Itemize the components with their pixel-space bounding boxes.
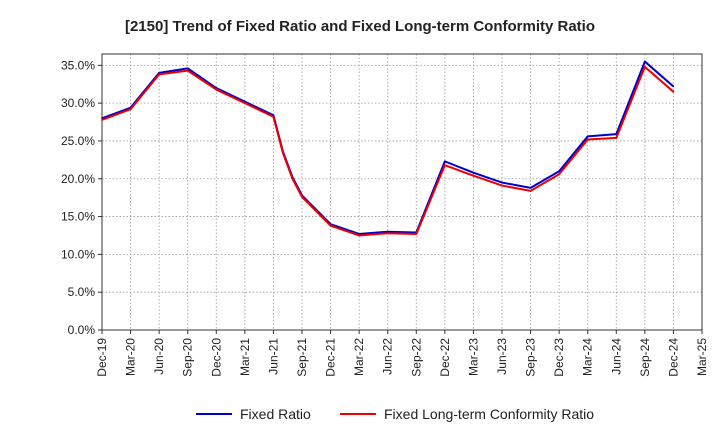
data-point [501, 181, 503, 184]
x-tick-label: Mar-23 [466, 338, 480, 376]
x-tick-label: Dec-22 [438, 338, 452, 377]
y-tick-label: 20.0% [61, 172, 95, 186]
data-point [444, 160, 446, 163]
x-tick-label: Jun-20 [152, 338, 166, 375]
y-tick-label: 10.0% [61, 247, 95, 261]
legend-label: Fixed Long-term Conformity Ratio [384, 406, 594, 422]
data-point [615, 137, 618, 139]
x-tick-label: Sep-20 [181, 338, 195, 377]
data-point [129, 108, 132, 110]
chart-title: [2150] Trend of Fixed Ratio and Fixed Lo… [125, 18, 595, 35]
data-point [386, 230, 389, 233]
data-point [672, 85, 675, 88]
data-point [386, 232, 389, 235]
data-point [472, 174, 475, 177]
x-tick-label: Jun-22 [381, 338, 395, 375]
x-tick-label: Dec-19 [95, 338, 109, 377]
y-tick-label: 15.0% [61, 210, 95, 224]
x-tick-label: Mar-20 [124, 338, 138, 376]
y-tick-label: 25.0% [61, 134, 95, 148]
x-tick-label: Sep-21 [295, 338, 309, 377]
data-point [244, 102, 246, 104]
data-point [329, 224, 332, 227]
x-tick-label: Jun-21 [266, 338, 280, 375]
data-point [186, 69, 189, 72]
legend-label: Fixed Ratio [240, 406, 311, 422]
series-line [101, 65, 675, 237]
x-tick-label: Sep-23 [524, 338, 538, 377]
x-tick-label: Mar-22 [352, 338, 366, 376]
data-point [291, 177, 294, 180]
data-point [158, 72, 160, 74]
data-point [558, 170, 560, 173]
data-point [415, 233, 418, 235]
data-point [586, 135, 589, 138]
x-tick-label: Jun-24 [609, 338, 623, 375]
x-tick-label: Sep-24 [638, 338, 652, 377]
data-point [644, 60, 646, 63]
data-point [358, 234, 360, 237]
data-point [444, 164, 446, 166]
data-point [186, 67, 189, 70]
data-point [101, 118, 103, 121]
x-tick-label: Dec-23 [552, 338, 566, 377]
data-point [272, 115, 275, 118]
data-point [158, 73, 160, 76]
x-tick-label: Mar-21 [238, 338, 252, 376]
data-point [301, 196, 303, 198]
y-tick-label: 5.0% [68, 285, 96, 299]
series-fixed-long-term-conformity-ratio [101, 65, 675, 237]
legend: Fixed Ratio Fixed Long-term Conformity Ra… [196, 406, 594, 422]
x-tick-label: Mar-24 [581, 338, 595, 376]
data-point [472, 171, 475, 174]
y-tick-label: 30.0% [61, 96, 95, 110]
x-tick-label: Jun-23 [495, 338, 509, 375]
x-tick-label: Dec-21 [324, 338, 338, 377]
y-tick-label: 35.0% [61, 58, 95, 72]
x-tick-label: Mar-25 [695, 338, 709, 376]
plot-frame [101, 53, 703, 331]
axis-layer: 0.0% 5.0% 10.0% 15.0% 20.0% 25.0% 30.0% 35.0% De… [61, 53, 709, 377]
grid-layer [101, 54, 703, 331]
data-point [529, 187, 532, 189]
data-point [586, 138, 589, 141]
data-point [558, 173, 560, 176]
data-point [672, 91, 675, 93]
x-tick-label: Dec-24 [666, 338, 680, 377]
data-point [529, 190, 532, 192]
x-tick-label: Dec-20 [209, 338, 223, 377]
y-tick-label: 0.0% [68, 323, 96, 337]
data-point [501, 184, 503, 187]
data-point [215, 88, 218, 91]
data-point [282, 152, 284, 154]
x-tick-label: Sep-22 [409, 338, 423, 377]
data-point [644, 66, 646, 68]
series-layer [101, 60, 675, 237]
